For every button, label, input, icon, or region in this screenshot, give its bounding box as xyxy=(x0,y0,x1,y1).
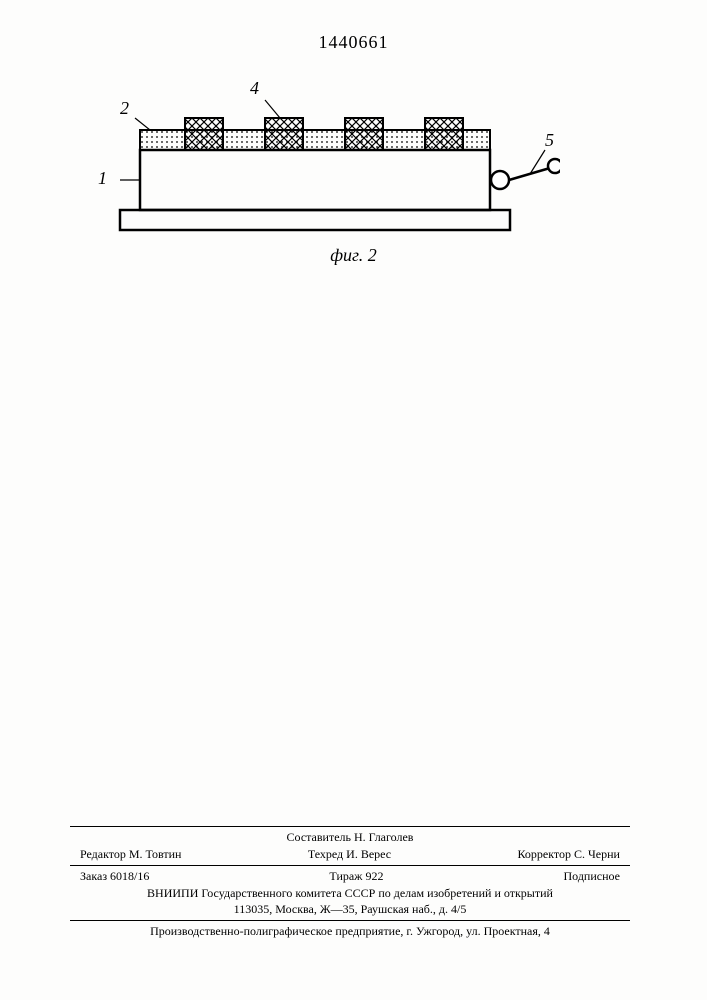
footer-order: Заказ 6018/16 xyxy=(80,868,149,885)
figure-caption: фиг. 2 xyxy=(0,245,707,266)
callout-2: 2 xyxy=(120,98,129,119)
footer-corrector: Корректор С. Черни xyxy=(518,846,620,863)
base-plate xyxy=(120,210,510,230)
footer-compiler: Составитель Н. Глаголев xyxy=(70,829,630,846)
leader-2 xyxy=(135,118,150,130)
callout-1: 1 xyxy=(98,168,107,189)
body-block xyxy=(140,150,490,210)
footer-podpisnoe: Подписное xyxy=(564,868,621,885)
page: 1440661 xyxy=(0,0,707,1000)
footer-tehred: Техред И. Верес xyxy=(308,846,391,863)
figure: 1 2 4 5 xyxy=(100,90,560,240)
footer-printer: Производственно-полиграфическое предприя… xyxy=(70,923,630,940)
handle xyxy=(491,159,560,189)
figure-svg xyxy=(100,90,560,250)
patent-number: 1440661 xyxy=(0,32,707,53)
callout-4: 4 xyxy=(250,78,259,99)
footer-org: ВНИИПИ Государственного комитета СССР по… xyxy=(70,885,630,902)
footer-editor: Редактор М. Товтин xyxy=(80,846,181,863)
callout-5: 5 xyxy=(545,130,554,151)
footer-tirazh: Тираж 922 xyxy=(329,868,383,885)
footer-addr: 113035, Москва, Ж—35, Раушская наб., д. … xyxy=(70,901,630,918)
footer-block: Составитель Н. Глаголев Редактор М. Товт… xyxy=(70,824,630,940)
leader-4 xyxy=(265,100,280,118)
